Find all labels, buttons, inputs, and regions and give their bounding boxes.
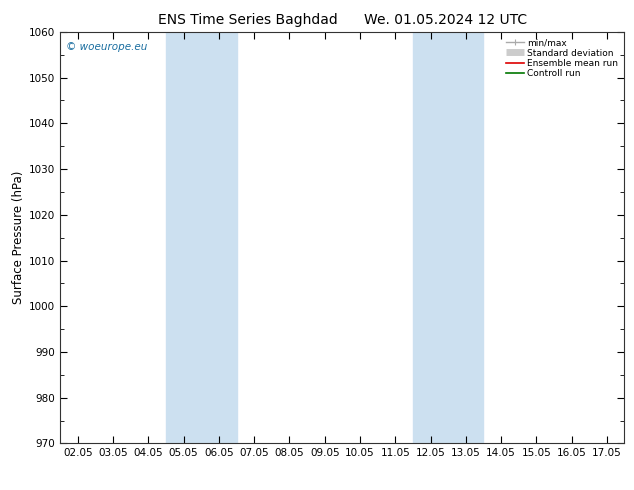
Bar bbox=[166, 32, 236, 443]
Bar bbox=[413, 32, 484, 443]
Title: ENS Time Series Baghdad      We. 01.05.2024 12 UTC: ENS Time Series Baghdad We. 01.05.2024 1… bbox=[158, 13, 527, 26]
Legend: min/max, Standard deviation, Ensemble mean run, Controll run: min/max, Standard deviation, Ensemble me… bbox=[503, 36, 620, 80]
Y-axis label: Surface Pressure (hPa): Surface Pressure (hPa) bbox=[12, 171, 25, 304]
Text: © woeurope.eu: © woeurope.eu bbox=[66, 42, 147, 52]
